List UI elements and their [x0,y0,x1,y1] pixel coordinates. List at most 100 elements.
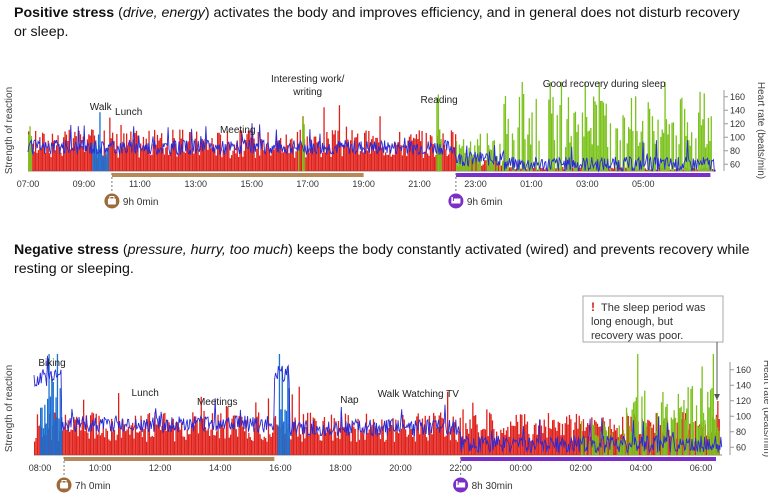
stress-bar [406,156,408,171]
recovery-bar [680,406,682,455]
stress-bar [429,135,432,171]
recovery-bar [610,443,612,455]
stress-bar [407,434,410,455]
stress-bar [388,428,390,455]
stress-bar [414,138,416,171]
stress-bar [567,424,569,455]
stress-bar [257,132,259,171]
stress-bar [552,420,554,455]
stress-bar [217,414,219,455]
stress-bar [437,426,439,455]
stress-bar [185,439,187,455]
recovery-bar [702,119,704,171]
stress-bar [127,145,129,171]
stress-bar [132,422,134,455]
hr-tick-label: 140 [736,380,751,390]
stress-bar [95,413,97,455]
stress-bar [398,433,400,455]
recovery-bar [665,406,667,455]
stress-bar [111,418,113,455]
recovery-bar [698,112,700,171]
recovery-bar [686,408,688,455]
stress-bar [124,147,126,171]
right-axis-label: Heart rate (beats/min) [755,82,766,179]
recovery-bar [631,409,633,455]
stress-bar [347,139,349,171]
recovery-bar [528,118,530,171]
stress-bar [72,138,75,171]
physical_activity-bar [47,398,49,455]
stress-bar [433,412,435,455]
stress-bar [57,135,59,171]
recovery-bar [691,386,693,455]
stress-bar [336,144,338,171]
stress-bar [287,145,289,171]
stress-bar [519,414,522,455]
stress-bar [298,386,300,455]
stress-bar [316,142,318,171]
stress-bar [43,133,45,171]
recovery-bar [523,94,525,171]
stress-bar [42,132,44,171]
stress-bar [407,140,409,171]
stress-bar [325,432,327,455]
stress-bar [385,439,387,455]
recovery-bar [513,140,515,171]
stress-bar [515,414,517,455]
stress-bar [532,168,535,171]
stress-bar [296,131,299,171]
annotation-label: Lunch [132,388,159,399]
stress-bar [183,151,185,171]
stress-bar [133,438,135,455]
recovery-bar [700,125,703,171]
stress-bar [341,156,343,171]
stress-bar [315,420,317,455]
hr-tick-label: 80 [730,146,740,156]
stress-bar [364,439,366,455]
stress-bar [288,153,290,171]
recovery-bar [635,397,637,455]
stress-bar [92,413,95,455]
stress-bar [387,154,390,171]
stress-bar [501,433,503,455]
stress-bar [272,432,274,455]
stress-bar [378,433,380,455]
stress-bar [539,167,542,171]
stress-bar [125,431,127,455]
recovery-bar [553,140,556,171]
stress-bar [206,430,208,455]
stress-bar [381,419,383,455]
stress-bar [345,126,348,171]
stress-bar [646,169,648,171]
stress-bar [533,424,536,455]
x-tick-label: 02:00 [570,463,593,473]
stress-bar [120,124,122,171]
stress-bar [235,429,237,455]
stress-bar [130,425,132,455]
stress-bar [444,436,446,455]
stress-bar [204,139,206,171]
recovery-bar [586,117,588,171]
stress-bar [490,414,492,455]
stress-bar [148,413,151,455]
recovery-bar [589,441,591,455]
stress-bar [392,154,394,171]
stress-bar [168,422,170,455]
stress-bar [142,136,145,171]
physical_activity-bar [41,407,43,455]
stress-bar [115,440,117,455]
recovery-bar [698,426,700,455]
stress-bar [197,149,199,171]
physical_activity-bar [107,148,109,171]
stress-bar [130,131,132,171]
stress-bar [363,434,365,455]
stress-bar [259,434,261,455]
stress-bar [330,157,332,171]
stress-bar [242,427,244,455]
recovery-bar [685,135,687,171]
icon-glyph [458,482,466,485]
stress-bar [128,139,131,171]
x-tick-label: 16:00 [269,463,292,473]
recovery-bar [714,419,716,455]
stress-bar [86,139,89,171]
